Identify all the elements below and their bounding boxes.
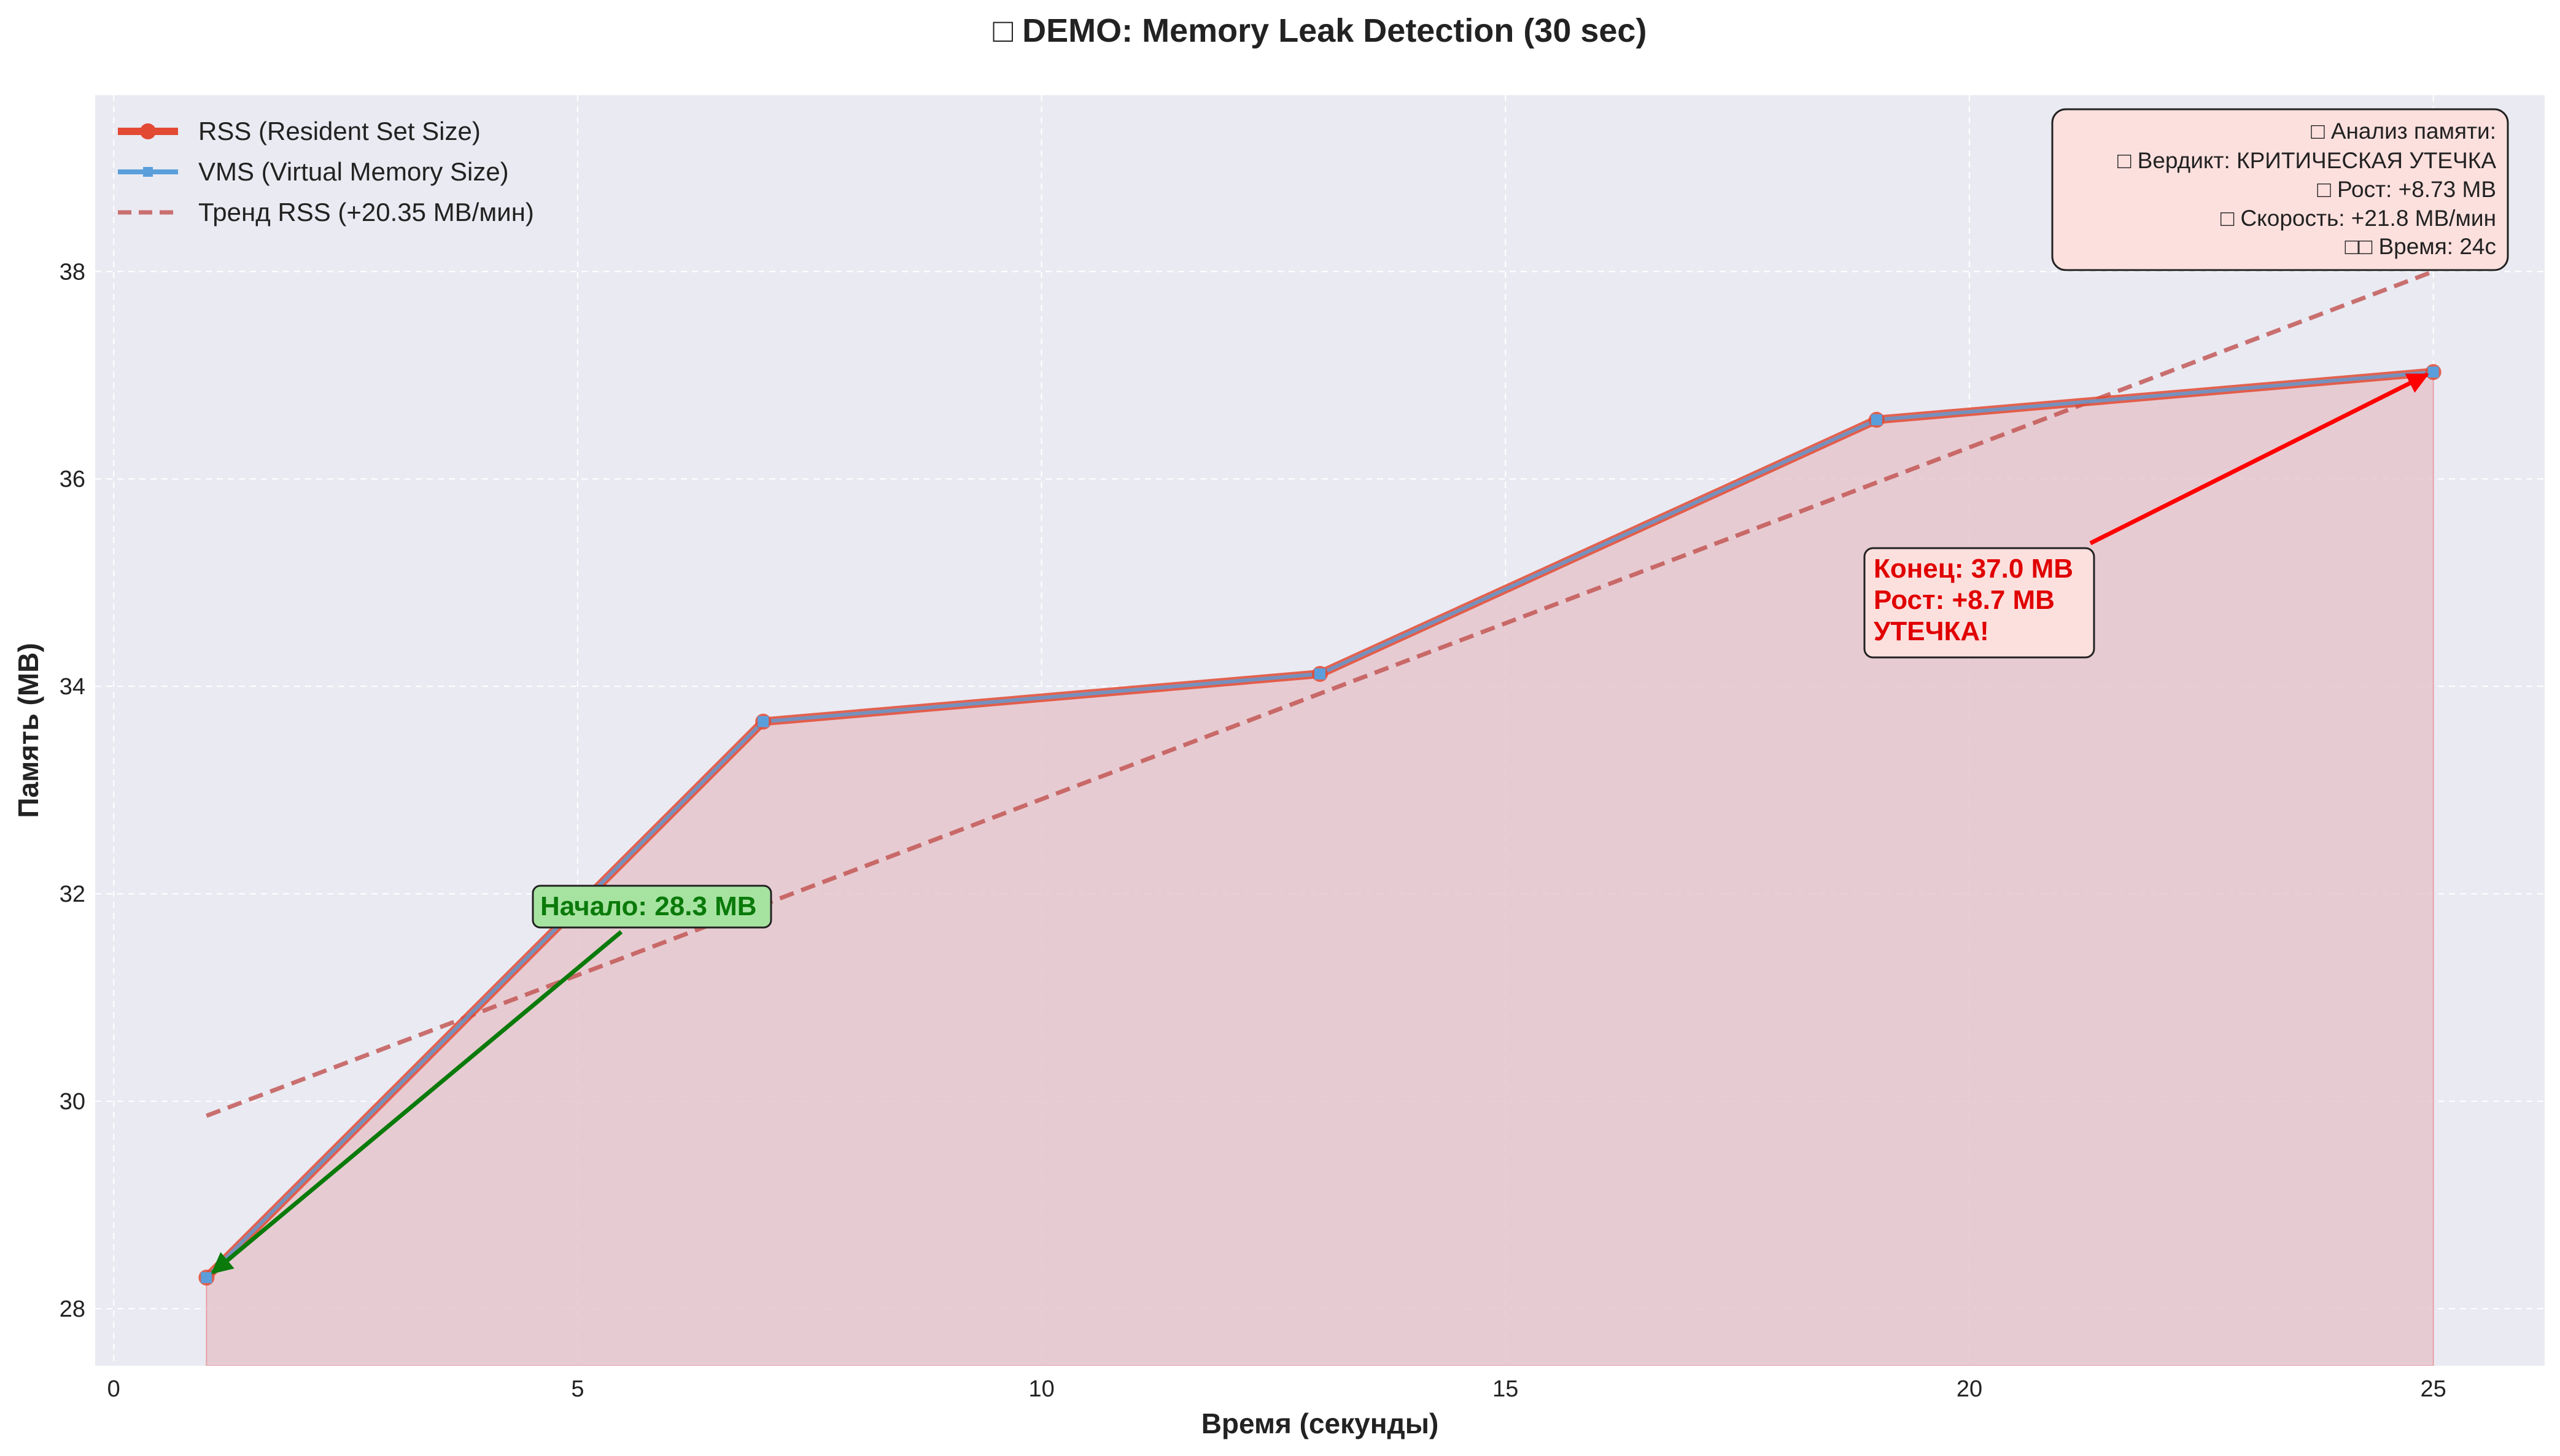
start-label-box bbox=[532, 885, 772, 929]
end-label-line-2: Рост: +8.7 MB bbox=[1874, 585, 2055, 615]
x-tick-label: 15 bbox=[1492, 1376, 1518, 1402]
info-box-frame bbox=[2051, 108, 2509, 271]
x-tick-label: 25 bbox=[2420, 1376, 2446, 1402]
x-axis-ticks: 0 5 10 15 20 25 bbox=[107, 1376, 2446, 1402]
chart-title: □ DEMO: Memory Leak Detection (30 sec) bbox=[993, 12, 1647, 49]
end-label-line-3: УТЕЧКА! bbox=[1874, 616, 1989, 646]
legend-rss-label: RSS (Resident Set Size) bbox=[198, 117, 481, 145]
trend-layer bbox=[206, 269, 2434, 1118]
end-label-box bbox=[1863, 547, 2095, 659]
y-axis-ticks: 28 30 32 34 36 38 bbox=[60, 259, 85, 1322]
vms-point bbox=[201, 1272, 212, 1284]
y-tick-label: 34 bbox=[60, 674, 85, 700]
legend-rss-marker bbox=[140, 123, 156, 139]
x-tick-label: 10 bbox=[1028, 1376, 1054, 1402]
end-arrow bbox=[2089, 373, 2429, 546]
y-axis-label: Память (MB) bbox=[12, 643, 44, 818]
x-tick-label: 20 bbox=[1957, 1376, 1982, 1402]
start-arrow bbox=[211, 930, 623, 1275]
info-box-speed: □ Скорость: +21.8 MB/мин bbox=[2221, 206, 2496, 231]
vms-point bbox=[758, 716, 769, 727]
end-annotation: Конец: 37.0 MB Рост: +8.7 MB УТЕЧКА! bbox=[1863, 373, 2429, 659]
legend-vms-marker bbox=[143, 167, 153, 177]
trend-line bbox=[206, 269, 2434, 1118]
x-tick-label: 5 bbox=[571, 1376, 584, 1402]
y-tick-label: 38 bbox=[60, 259, 85, 285]
info-box-heading: □ Анализ памяти: bbox=[2311, 118, 2496, 144]
vms-point bbox=[2427, 366, 2439, 378]
x-axis-label: Время (секунды) bbox=[1201, 1408, 1439, 1439]
analysis-info-box: □ Анализ памяти: □ Вердикт: КРИТИЧЕСКАЯ … bbox=[2051, 108, 2509, 271]
y-tick-label: 30 bbox=[60, 1089, 85, 1115]
start-annotation: Начало: 28.3 MB bbox=[211, 885, 772, 1275]
legend: RSS (Resident Set Size) VMS (Virtual Mem… bbox=[118, 117, 534, 227]
y-tick-label: 36 bbox=[60, 467, 85, 492]
x-tick-label: 0 bbox=[107, 1376, 120, 1402]
info-box-growth: □ Рост: +8.73 MB bbox=[2317, 177, 2496, 202]
info-box-time: □□ Время: 24с bbox=[2345, 234, 2497, 259]
vms-point bbox=[1314, 668, 1325, 680]
y-tick-label: 28 bbox=[60, 1296, 85, 1322]
legend-trend-label: Тренд RSS (+20.35 MB/мин) bbox=[198, 198, 534, 227]
legend-vms-label: VMS (Virtual Memory Size) bbox=[198, 157, 509, 186]
start-label: Начало: 28.3 MB bbox=[540, 891, 757, 921]
vms-point bbox=[1871, 414, 1882, 425]
info-box-verdict: □ Вердикт: КРИТИЧЕСКАЯ УТЕЧКА bbox=[2117, 148, 2496, 173]
y-tick-label: 32 bbox=[60, 881, 85, 907]
end-label-line-1: Конец: 37.0 MB bbox=[1874, 554, 2073, 584]
